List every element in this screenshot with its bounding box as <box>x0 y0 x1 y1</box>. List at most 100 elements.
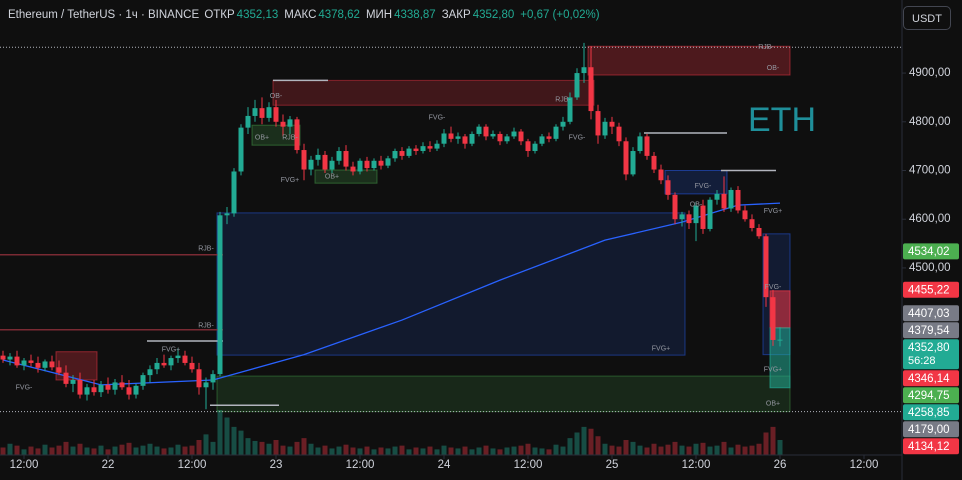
volume-bar <box>154 446 160 455</box>
volume-bar <box>672 441 678 455</box>
candle-body <box>693 205 699 224</box>
candle-body <box>560 121 566 127</box>
ohlc-value: 4338,87 <box>394 9 436 21</box>
annotation: FVG- <box>569 135 586 142</box>
candle-body <box>427 146 433 149</box>
candle-body <box>756 227 762 237</box>
currency-button[interactable]: USDT <box>903 6 951 30</box>
volume-bar <box>756 443 762 455</box>
volume-bar <box>189 445 195 455</box>
annotation: FVG+ <box>162 347 180 354</box>
volume-bar <box>749 445 755 455</box>
annotation: OB- <box>767 65 780 72</box>
candle-body <box>56 367 62 373</box>
volume-bar <box>252 440 258 455</box>
volume-bar <box>357 448 363 455</box>
candle-body <box>651 155 657 170</box>
volume-bar <box>196 440 202 455</box>
candle-body <box>420 146 426 152</box>
x-tick-label: 26 <box>774 459 787 471</box>
candle-body <box>665 180 671 195</box>
annotation: RJB- <box>198 323 214 330</box>
candle-body <box>574 73 580 98</box>
candle-body <box>301 150 307 170</box>
volume-bar <box>385 448 391 455</box>
price-label: 4346,14 <box>908 373 950 385</box>
volume-bar <box>287 446 293 455</box>
volume-bar <box>203 434 209 455</box>
volume-bar <box>259 441 265 455</box>
volume-bar <box>728 447 734 455</box>
y-tick-label: 4800,00 <box>909 116 951 128</box>
volume-bar <box>595 436 601 455</box>
candle-body <box>357 160 363 172</box>
volume-bar <box>308 443 314 455</box>
volume-bar <box>546 449 552 455</box>
volume-bar <box>553 444 559 455</box>
candle-body <box>161 362 167 366</box>
candle-body <box>322 154 328 170</box>
price-label: 4407,03 <box>908 308 950 320</box>
x-tick-label: 12:00 <box>346 459 375 471</box>
price-label-box <box>903 339 959 370</box>
y-tick-label: 4600,00 <box>909 213 951 225</box>
candle-body <box>7 356 13 360</box>
volume-bar <box>42 444 48 455</box>
price-label: 4294,75 <box>908 390 950 402</box>
volume-bar <box>469 449 475 455</box>
candle-body <box>147 369 153 376</box>
volume-bar <box>315 447 321 455</box>
volume-bar <box>420 448 426 455</box>
candle-body <box>609 121 615 127</box>
candle-body <box>133 385 139 395</box>
candle-body <box>35 362 41 368</box>
candle-body <box>378 160 384 166</box>
volume-bar <box>63 441 69 455</box>
candle-body <box>588 67 594 112</box>
price-label-box <box>903 387 959 404</box>
candle-body <box>735 189 741 211</box>
volume-bar <box>714 445 720 455</box>
candle-body <box>476 126 482 134</box>
candle-body <box>126 387 132 395</box>
candle-body <box>364 160 370 169</box>
zone <box>664 170 728 195</box>
annotation: RJB- <box>555 97 571 104</box>
candle-body <box>637 136 643 152</box>
candle-body <box>21 360 27 366</box>
candle-body <box>567 97 573 122</box>
candle-body <box>308 159 314 170</box>
x-tick-label: 23 <box>270 459 283 471</box>
x-tick-label: 12:00 <box>682 459 711 471</box>
volume-bar <box>392 446 398 455</box>
candle-body <box>441 133 447 144</box>
volume-bar <box>588 428 594 455</box>
candle-body <box>679 214 685 220</box>
price-label-box <box>903 243 959 260</box>
candle-body <box>343 151 349 167</box>
volume-bar <box>560 446 566 455</box>
volume-bar <box>343 444 349 455</box>
annotation: FVG- <box>765 284 782 291</box>
volume-bar <box>679 445 685 455</box>
volume-bar <box>686 446 692 455</box>
annotation: FVG- <box>695 183 712 190</box>
candle-body <box>714 193 720 200</box>
volume-bar <box>532 447 538 455</box>
volume-bar <box>336 446 342 455</box>
zone <box>55 351 98 381</box>
candle-body <box>182 355 188 363</box>
candle-body <box>140 375 146 386</box>
volume-bar <box>231 426 237 455</box>
candle-body <box>238 127 244 172</box>
candle-body <box>742 210 748 220</box>
candle-body <box>154 362 160 370</box>
volume-bar <box>112 446 118 455</box>
volume-bar <box>700 442 706 455</box>
candle-body <box>406 148 412 156</box>
volume-bar <box>504 447 510 455</box>
x-tick-label: 22 <box>102 459 115 471</box>
candle-body <box>329 160 335 170</box>
annotation: FVG- <box>429 115 446 122</box>
